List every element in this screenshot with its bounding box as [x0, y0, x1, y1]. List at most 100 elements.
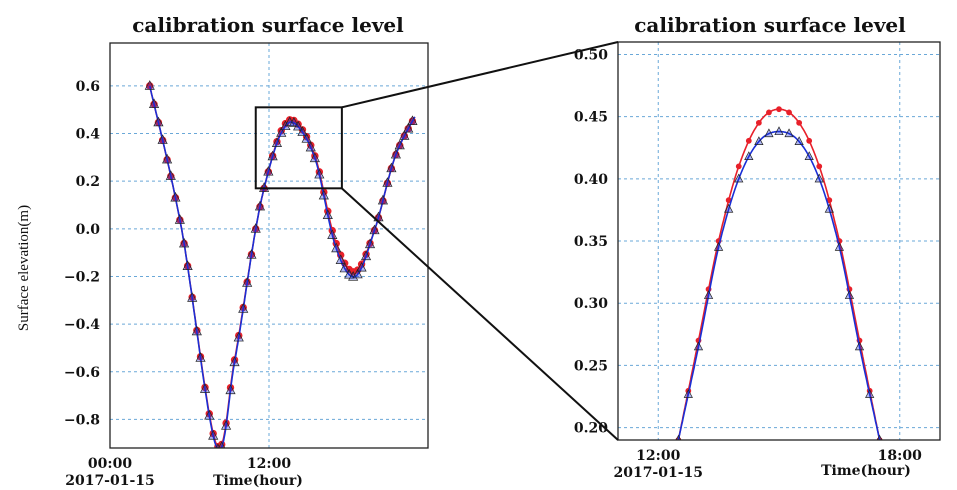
- simulated-marker: [144, 80, 155, 90]
- simulated-marker: [170, 191, 181, 202]
- simulated-marker: [165, 170, 176, 180]
- y-tick-label: −0.8: [64, 412, 100, 428]
- simulated-marker: [713, 241, 724, 251]
- simulated-marker: [318, 189, 329, 200]
- simulated-marker: [297, 126, 308, 136]
- simulated-marker: [369, 224, 380, 235]
- simulated-marker: [157, 134, 168, 144]
- series-line-1: [149, 85, 416, 448]
- simulated-marker: [724, 203, 734, 213]
- simulated-marker: [794, 136, 804, 145]
- simulated-marker: [174, 214, 185, 224]
- simulated-marker: [309, 152, 320, 163]
- simulated-marker: [293, 120, 304, 131]
- observed-marker: [786, 109, 792, 116]
- simulated-marker: [221, 420, 232, 430]
- zoom-indicator: [254, 41, 619, 441]
- left-x-axis-label: Time(hour): [213, 473, 303, 489]
- simulated-marker: [153, 116, 164, 127]
- simulated-marker: [865, 389, 875, 398]
- y-tick-label: 0.50: [574, 47, 608, 63]
- simulated-marker: [804, 151, 814, 161]
- simulated-marker: [225, 384, 236, 395]
- simulated-marker: [229, 356, 240, 367]
- plot-frame-0: [109, 42, 429, 449]
- simulated-marker: [754, 136, 764, 145]
- simulated-marker: [322, 209, 333, 220]
- zoom-box: [254, 106, 343, 190]
- x-tick-label: 12:00: [247, 456, 291, 472]
- observed-marker: [766, 109, 772, 116]
- simulated-marker: [250, 223, 261, 233]
- simulated-marker: [744, 151, 754, 161]
- simulated-marker: [179, 237, 190, 248]
- simulated-marker: [195, 352, 206, 362]
- y-tick-label: 0.35: [574, 234, 608, 250]
- simulated-marker: [204, 409, 215, 420]
- simulated-marker: [288, 117, 299, 127]
- observed-marker: [776, 106, 782, 113]
- simulated-marker: [191, 325, 202, 336]
- simulated-marker: [352, 268, 363, 279]
- x-tick-date-label: 2017-01-15: [613, 465, 703, 481]
- left-y-axis-label: Surface elevation(m): [16, 205, 32, 331]
- simulated-marker: [242, 277, 253, 287]
- series-line-0: [677, 108, 881, 440]
- simulated-marker: [276, 127, 287, 137]
- observed-marker: [806, 137, 813, 144]
- simulated-marker: [784, 128, 794, 138]
- simulated-marker: [703, 290, 714, 299]
- simulated-marker: [407, 115, 418, 125]
- simulated-marker: [854, 341, 865, 351]
- x-tick-label: 12:00: [636, 448, 680, 464]
- simulated-marker: [259, 182, 270, 192]
- right-plot-area: 0.20 0.25 0.30 0.35 0.40 0.45 0.50 12:002017-01…: [574, 41, 941, 481]
- y-tick-label: 0.30: [574, 296, 608, 312]
- y-tick-label: 0.2: [76, 174, 100, 190]
- simulated-marker: [764, 128, 774, 138]
- simulated-marker: [675, 434, 682, 440]
- y-tick-label: 0.45: [574, 110, 608, 126]
- observed-marker: [755, 119, 762, 126]
- zoom-connector-top: [341, 41, 619, 109]
- simulated-marker: [390, 148, 401, 159]
- simulated-marker: [305, 141, 316, 152]
- x-tick-label: 00:00: [88, 456, 132, 472]
- simulated-marker: [162, 153, 173, 164]
- zoom-connector-bottom: [341, 187, 619, 441]
- simulated-marker: [339, 262, 350, 273]
- left-chart-title: calibration surface level: [132, 13, 404, 37]
- x-tick-date-label: 2017-01-15: [65, 473, 155, 489]
- plot-frame-1: [617, 41, 941, 441]
- simulated-marker: [263, 165, 274, 176]
- simulated-marker: [382, 177, 393, 187]
- simulated-marker: [814, 173, 824, 183]
- simulated-marker: [233, 331, 244, 342]
- simulated-marker: [199, 383, 211, 393]
- series-line-1: [677, 130, 881, 440]
- observed-marker: [735, 163, 742, 170]
- observed-marker: [745, 137, 752, 144]
- simulated-marker: [834, 241, 845, 251]
- simulated-marker: [734, 173, 744, 183]
- simulated-marker: [394, 139, 405, 150]
- right-x-axis-label: Time(hour): [821, 463, 911, 479]
- observed-marker: [796, 119, 803, 126]
- y-tick-label: −0.4: [64, 317, 100, 333]
- left-plot-area: −0.8 −0.6 −0.4 −0.2 0.0 0.2 0.4 0.6 00:002017-01…: [64, 42, 429, 489]
- simulated-marker: [876, 434, 883, 440]
- y-tick-label: 0.4: [76, 127, 101, 143]
- y-tick-label: −0.2: [64, 269, 100, 285]
- simulated-marker: [208, 430, 219, 440]
- simulated-marker: [683, 389, 693, 398]
- x-tick-label: 18:00: [878, 448, 922, 464]
- simulated-marker: [271, 137, 283, 147]
- simulated-marker: [399, 130, 410, 140]
- simulated-marker: [344, 268, 355, 279]
- y-tick-label: −0.6: [64, 365, 100, 381]
- simulated-marker: [824, 203, 834, 213]
- simulated-marker: [267, 150, 278, 161]
- simulated-marker: [403, 122, 414, 133]
- simulated-marker: [774, 126, 784, 136]
